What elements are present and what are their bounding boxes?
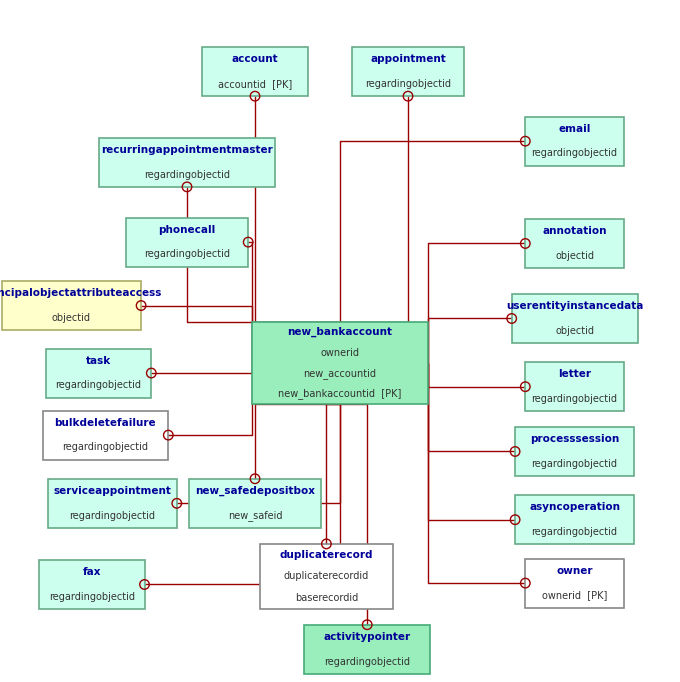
Text: annotation: annotation [543,226,607,236]
FancyBboxPatch shape [2,281,141,330]
Text: regardingobjectid: regardingobjectid [49,592,135,602]
Text: regardingobjectid: regardingobjectid [532,149,617,158]
Text: regardingobjectid: regardingobjectid [532,459,617,469]
Text: phonecall: phonecall [158,225,216,235]
Text: regardingobjectid: regardingobjectid [532,527,617,537]
Text: task: task [86,356,112,366]
FancyBboxPatch shape [525,559,624,608]
Text: email: email [558,124,591,134]
Text: accountid  [PK]: accountid [PK] [218,79,292,89]
FancyBboxPatch shape [352,47,464,96]
FancyBboxPatch shape [511,294,638,343]
Text: regardingobjectid: regardingobjectid [144,170,230,179]
Text: new_bankaccountid  [PK]: new_bankaccountid [PK] [278,388,402,399]
Text: userentityinstancedata: userentityinstancedata [506,301,643,311]
Text: regardingobjectid: regardingobjectid [69,511,155,520]
FancyBboxPatch shape [525,362,624,411]
Text: regardingobjectid: regardingobjectid [63,443,148,452]
FancyBboxPatch shape [515,495,634,544]
FancyBboxPatch shape [515,427,634,476]
FancyBboxPatch shape [188,479,322,528]
Text: duplicaterecordid: duplicaterecordid [284,572,369,581]
Text: objectid: objectid [52,313,91,323]
FancyBboxPatch shape [46,349,151,398]
Text: principalobjectattributeaccess: principalobjectattributeaccess [0,288,162,298]
Text: regardingobjectid: regardingobjectid [365,79,451,89]
Text: regardingobjectid: regardingobjectid [324,657,410,666]
Text: asyncoperation: asyncoperation [529,503,620,512]
FancyBboxPatch shape [99,138,275,187]
FancyBboxPatch shape [305,625,430,674]
Text: letter: letter [558,370,591,379]
FancyBboxPatch shape [252,322,428,404]
Text: new_safedepositbox: new_safedepositbox [195,486,315,496]
Text: bulkdeletefailure: bulkdeletefailure [54,418,156,428]
Text: regardingobjectid: regardingobjectid [56,381,141,390]
Text: baserecordid: baserecordid [294,593,358,603]
Text: ownerid  [PK]: ownerid [PK] [542,591,607,600]
Text: serviceappointment: serviceappointment [53,486,171,496]
Text: activitypointer: activitypointer [324,632,411,642]
FancyBboxPatch shape [525,219,624,268]
Text: appointment: appointment [370,55,446,64]
Text: new_bankaccount: new_bankaccount [288,327,392,338]
Text: account: account [232,55,278,64]
Text: objectid: objectid [555,251,594,261]
Text: new_accountid: new_accountid [303,368,377,379]
Text: regardingobjectid: regardingobjectid [532,394,617,404]
FancyBboxPatch shape [260,544,392,608]
Text: processsession: processsession [530,434,619,444]
FancyBboxPatch shape [126,218,248,267]
FancyBboxPatch shape [525,117,624,166]
FancyBboxPatch shape [42,411,169,460]
FancyBboxPatch shape [203,47,307,96]
Text: owner: owner [556,566,593,576]
Text: duplicaterecord: duplicaterecord [279,550,373,560]
Text: objectid: objectid [555,326,594,336]
Text: fax: fax [82,567,101,577]
Text: regardingobjectid: regardingobjectid [144,250,230,259]
Text: new_safeid: new_safeid [228,510,282,521]
FancyBboxPatch shape [48,479,177,528]
FancyBboxPatch shape [39,560,145,609]
Text: ownerid: ownerid [320,348,360,357]
Text: recurringappointmentmaster: recurringappointmentmaster [101,145,273,155]
